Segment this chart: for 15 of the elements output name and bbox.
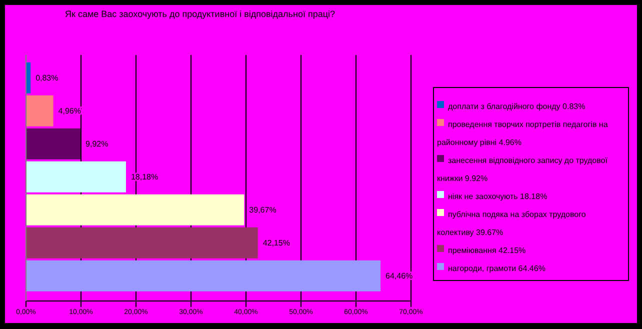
legend-label: ніяк не заохочують 18.18% — [448, 192, 548, 201]
data-label: 9,92% — [86, 140, 108, 149]
chart-title: Як саме Вас заохочують до продуктивної і відповідальної праці? — [65, 9, 335, 19]
bar — [26, 194, 244, 226]
bar — [26, 128, 81, 160]
bar — [26, 260, 381, 292]
legend-label: нагороди, грамоти 64.46% — [448, 264, 546, 273]
bar — [26, 227, 258, 258]
legend-label: доплати з благодійного фонду 0.83% — [448, 102, 586, 111]
bar — [26, 161, 126, 192]
data-label: 42,15% — [262, 238, 290, 248]
data-label: 0,83% — [36, 74, 58, 83]
legend-label: преміювання 42.15% — [448, 246, 526, 255]
data-label: 39,67% — [249, 206, 276, 215]
bar — [26, 95, 54, 126]
